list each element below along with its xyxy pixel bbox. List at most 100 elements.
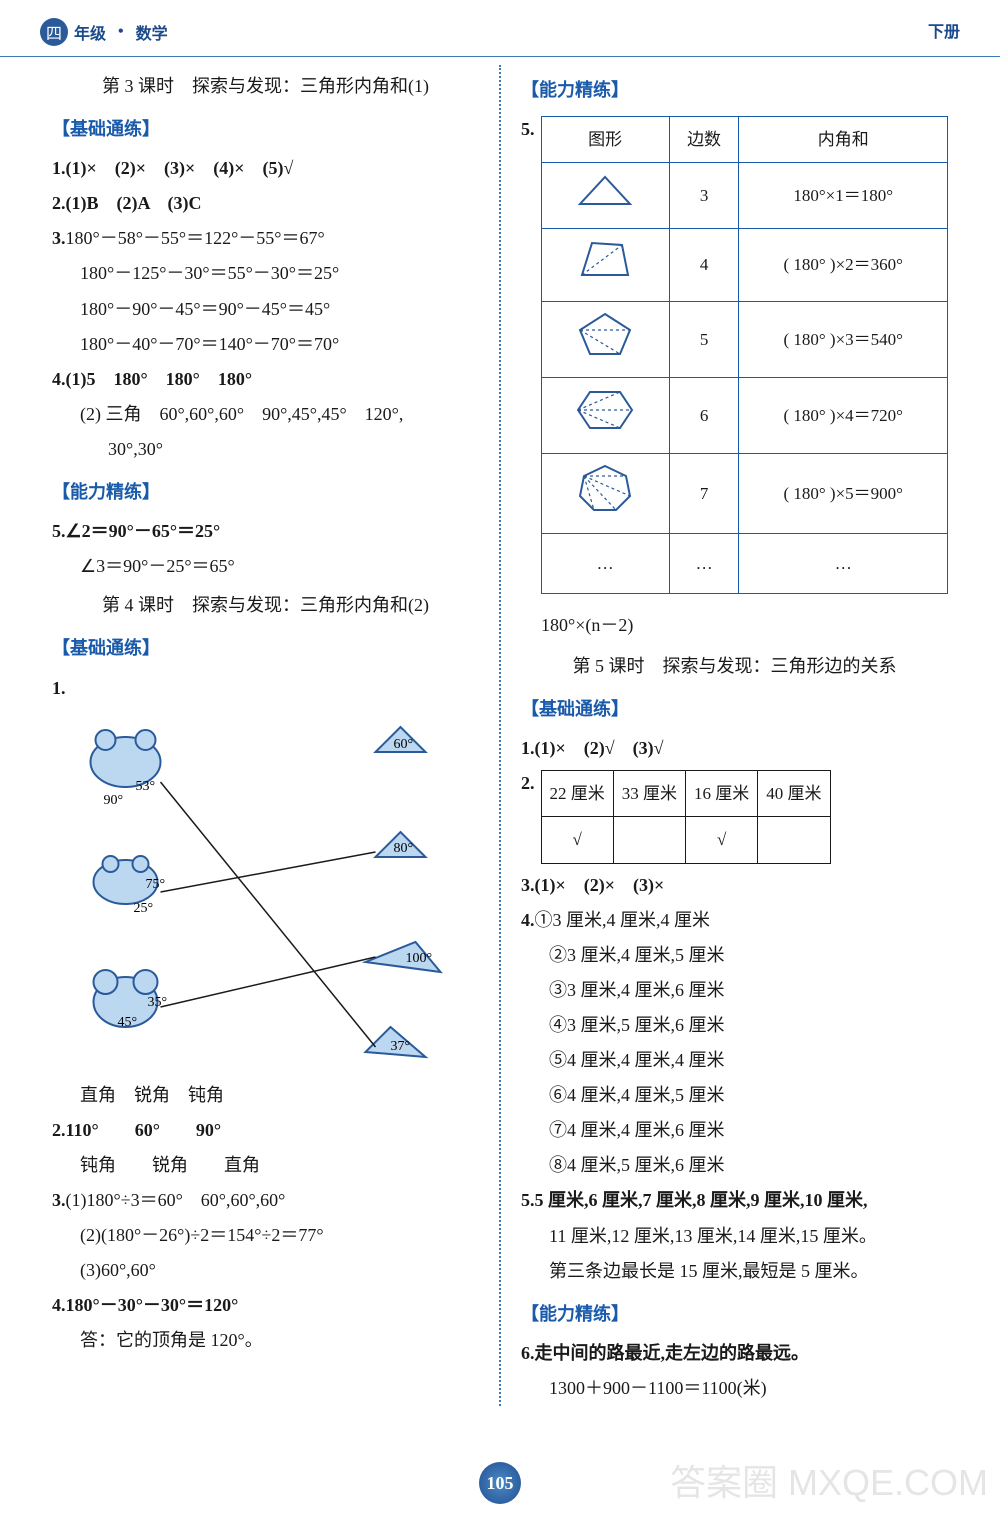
q3b-label: 3. (52, 1190, 66, 1210)
q3: 3.180°－58°－55°＝122°－55°＝67° (52, 221, 479, 256)
cm-m3 (758, 817, 830, 863)
q3-label: 3. (52, 228, 66, 248)
ability-section: 【能力精练】 (52, 475, 479, 510)
shape-ell: … (541, 533, 669, 593)
ability-section-r2: 【能力精练】 (521, 1297, 948, 1332)
svg-text:90°: 90° (104, 793, 124, 808)
q3b-l1: (2)(180°－26°)÷2＝154°÷2＝77° (52, 1218, 479, 1253)
cm-m0: √ (541, 817, 613, 863)
watermark: 答案圈 MXQE.COM (670, 1454, 988, 1506)
q4-r-l6: ⑦4 厘米,4 厘米,6 厘米 (521, 1113, 948, 1148)
sides-ell: … (669, 533, 739, 593)
q3b: 3.(1)180°÷3＝60° 60°,60°,60° (52, 1183, 479, 1218)
polygon-formula: 180°×(n－2) (541, 608, 948, 643)
q4-r-l1: ②3 厘米,4 厘米,5 厘米 (521, 938, 948, 973)
q5a-r: 5.5 厘米,6 厘米,7 厘米,8 厘米,9 厘米,10 厘米, (521, 1183, 948, 1218)
svg-text:37°: 37° (391, 1039, 411, 1054)
left-column: 第 3 课时 探索与发现：三角形内角和(1) 【基础通练】 1.(1)× (2)… (40, 65, 501, 1406)
q3-r: 3.(1)× (2)× (3)× (521, 868, 948, 903)
q3b-l2: (3)60°,60° (52, 1253, 479, 1288)
cm-table: 22 厘米 33 厘米 16 厘米 40 厘米 √ √ (541, 770, 831, 863)
sum-4: ( 180° )×2＝360° (739, 229, 948, 301)
sides-5: 5 (669, 301, 739, 377)
dot: • (118, 23, 124, 41)
sides-4: 4 (669, 229, 739, 301)
q4-2b: 30°,30° (52, 432, 479, 467)
q3-line3: 180°－40°－70°＝140°－70°＝70° (52, 327, 479, 362)
q4-r-l2: ③3 厘米,4 厘米,6 厘米 (521, 973, 948, 1008)
q5-r: 5. (521, 112, 535, 147)
q1: 1.(1)× (2)× (3)× (4)× (5)√ (52, 151, 479, 186)
shape-5 (541, 301, 669, 377)
q4-r: 4.①3 厘米,4 厘米,4 厘米 (521, 903, 948, 938)
q4-r-l5: ⑥4 厘米,4 厘米,5 厘米 (521, 1078, 948, 1113)
q2-r: 2. (521, 766, 535, 801)
q6a-r: 6.走中间的路最近,走左边的路最远。 (521, 1336, 948, 1371)
q4-r-l0: ①3 厘米,4 厘米,4 厘米 (535, 910, 711, 930)
sum-3: 180°×1＝180° (739, 163, 948, 229)
basic-section: 【基础通练】 (52, 112, 479, 147)
q3-line0: 180°－58°－55°＝122°－55°＝67° (66, 228, 325, 248)
sum-7: ( 180° )×5＝900° (739, 453, 948, 533)
q4-r-l4: ⑤4 厘米,4 厘米,4 厘米 (521, 1043, 948, 1078)
svg-text:60°: 60° (394, 737, 414, 752)
th-shape: 图形 (541, 117, 669, 163)
q5b-r: 11 厘米,12 厘米,13 厘米,14 厘米,15 厘米。 (521, 1219, 948, 1254)
page-number: 105 (479, 1462, 521, 1504)
q6b-r: 1300＋900－1100＝1100(米) (521, 1371, 948, 1406)
sum-6: ( 180° )×4＝720° (739, 377, 948, 453)
shape-7 (541, 453, 669, 533)
cm-h0: 22 厘米 (541, 771, 613, 817)
lesson4-title: 第 4 课时 探索与发现：三角形内角和(2) (52, 588, 479, 623)
q2: 2.(1)B (2)A (3)C (52, 186, 479, 221)
q3-line2: 180°－90°－45°＝90°－45°＝45° (52, 292, 479, 327)
svg-text:80°: 80° (394, 841, 414, 856)
lesson3-title: 第 3 课时 探索与发现：三角形内角和(1) (52, 69, 479, 104)
subject-text: 数学 (136, 20, 168, 44)
cm-h3: 40 厘米 (758, 771, 830, 817)
sum-5: ( 180° )×3＝540° (739, 301, 948, 377)
q5b: ∠3＝90°－25°＝65° (52, 549, 479, 584)
svg-text:25°: 25° (134, 901, 154, 916)
shape-6 (541, 377, 669, 453)
q2a: 2.110° 60° 90° (52, 1113, 479, 1148)
diagram-answer: 直角 锐角 钝角 (52, 1078, 479, 1113)
grade-text: 年级 (74, 20, 106, 44)
q4-r-l3: ④3 厘米,5 厘米,6 厘米 (521, 1008, 948, 1043)
q4-r-l7: ⑧4 厘米,5 厘米,6 厘米 (521, 1148, 948, 1183)
page-header: 四 年级 • 数学 下册 (0, 0, 1000, 57)
q1b: 1. (52, 671, 479, 706)
right-column: 【能力精练】 5. 图形 边数 内角和 3 180°×1＝180° 4 ( 18… (501, 65, 960, 1406)
volume-text: 下册 (928, 18, 960, 42)
polygon-table: 图形 边数 内角和 3 180°×1＝180° 4 ( 180° )×2＝360… (541, 116, 949, 594)
cm-m1 (613, 817, 685, 863)
cm-h2: 16 厘米 (686, 771, 758, 817)
q1-r: 1.(1)× (2)√ (3)√ (521, 731, 948, 766)
th-sum: 内角和 (739, 117, 948, 163)
cm-h1: 33 厘米 (613, 771, 685, 817)
q4-r-label: 4. (521, 910, 535, 930)
lesson5-title: 第 5 课时 探索与发现：三角形边的关系 (521, 649, 948, 684)
sides-6: 6 (669, 377, 739, 453)
q3b-l0: (1)180°÷3＝60° 60°,60°,60° (66, 1190, 286, 1210)
q5a: 5.∠2＝90°－65°＝25° (52, 514, 479, 549)
sum-ell: … (739, 533, 948, 593)
q3-line1: 180°－125°－30°＝55°－30°＝25° (52, 256, 479, 291)
svg-text:35°: 35° (148, 995, 168, 1010)
shape-4 (541, 229, 669, 301)
q4-1: 4.(1)5 180° 180° 180° (52, 362, 479, 397)
cm-m2: √ (686, 817, 758, 863)
q4a-l: 4.180°－30°－30°＝120° (52, 1288, 479, 1323)
q5c-r: 第三条边最长是 15 厘米,最短是 5 厘米。 (521, 1254, 948, 1289)
q4b-l: 答：它的顶角是 120°。 (52, 1323, 479, 1358)
grade-badge: 四 (40, 18, 68, 46)
q4-2a: (2) 三角 60°,60°,60° 90°,45°,45° 120°, (52, 397, 479, 432)
sides-3: 3 (669, 163, 739, 229)
basic-section-r: 【基础通练】 (521, 692, 948, 727)
content: 第 3 课时 探索与发现：三角形内角和(1) 【基础通练】 1.(1)× (2)… (0, 57, 1000, 1406)
shape-3 (541, 163, 669, 229)
basic-section-2: 【基础通练】 (52, 631, 479, 666)
sides-7: 7 (669, 453, 739, 533)
q2b: 钝角 锐角 直角 (52, 1148, 479, 1183)
svg-text:75°: 75° (146, 877, 166, 892)
